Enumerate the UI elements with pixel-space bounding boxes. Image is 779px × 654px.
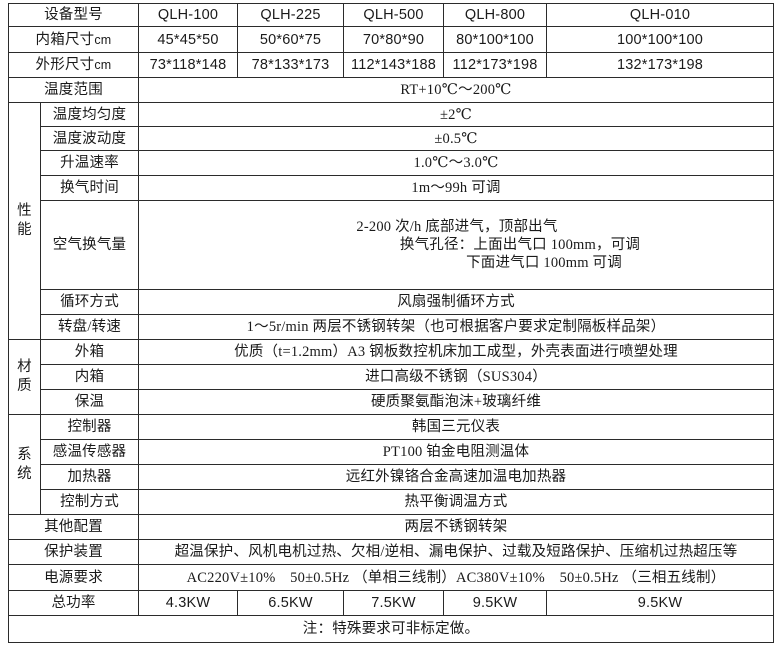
row-header-heater: 加热器 — [40, 464, 139, 491]
power-supply-value: AC220V±10% 50±0.5Hz （单相三线制）AC380V±10% 50… — [138, 564, 774, 592]
group-label-material-text: 材质 — [17, 359, 32, 395]
table-row-circulation: 循环方式 风扇强制循环方式 — [9, 289, 774, 316]
temp-range-value: RT+10℃～200℃ — [138, 77, 774, 104]
table-row-heater: 加热器 远红外镍铬合金高速加温电加热器 — [9, 464, 774, 491]
row-header-temp-range: 温度范围 — [8, 77, 139, 104]
table-row-model: 设备型号 QLH-100 QLH-225 QLH-500 QLH-800 QLH… — [8, 2, 774, 28]
row-header-turntable: 转盘/转速 — [40, 314, 139, 341]
outer-size-unit: cm — [94, 58, 112, 73]
table-row-protection: 保护装置 超温保护、风机电机过热、欠相/逆相、漏电保护、过载及短路保护、压缩机过… — [8, 539, 774, 566]
controller-value: 韩国三元仪表 — [138, 414, 774, 441]
group-label-system-text: 系统 — [17, 446, 32, 482]
row-header-outer-case: 外箱 — [40, 339, 139, 366]
table-row-air-exchange: 空气换气量 2-200 次/h 底部进气，顶部出气 换气孔径：上面出气口 100… — [9, 200, 774, 291]
inner-size-unit: cm — [94, 32, 112, 47]
row-header-model: 设备型号 — [8, 2, 139, 28]
table-row-other-config: 其他配置 两层不锈钢转架 — [8, 514, 774, 541]
circulation-value: 风扇强制循环方式 — [138, 289, 774, 316]
outer-case-value: 优质（t=1.2mm）A3 钢板数控机床加工成型，外壳表面进行喷塑处理 — [138, 339, 774, 366]
insulation-value: 硬质聚氨酯泡沫+玻璃纤维 — [138, 389, 774, 416]
turntable-value: 1～5r/min 两层不锈钢转架（也可根据客户要求定制隔板样品架） — [138, 314, 774, 341]
total-power-cell-1: 4.3KW — [138, 590, 238, 617]
outer-size-cell-5: 132*173*198 — [546, 52, 774, 79]
model-cell-5: QLH-010 — [546, 2, 774, 28]
temp-fluctuation-value: ±0.5℃ — [138, 126, 774, 152]
group-label-material: 材质 — [8, 339, 41, 416]
table-row-temp-range: 温度范围 RT+10℃～200℃ — [8, 77, 774, 104]
outer-size-cell-2: 78*133*173 — [237, 52, 344, 79]
group-label-system: 系统 — [8, 414, 41, 516]
table-row-power-supply: 电源要求 AC220V±10% 50±0.5Hz （单相三线制）AC380V±1… — [8, 564, 774, 592]
row-header-total-power: 总功率 — [8, 590, 139, 617]
row-header-circulation: 循环方式 — [40, 289, 139, 316]
inner-size-cell-1: 45*45*50 — [138, 26, 238, 54]
row-header-exchange-time: 换气时间 — [40, 175, 139, 202]
inner-case-value: 进口高级不锈钢（SUS304） — [138, 364, 774, 391]
row-header-air-exchange: 空气换气量 — [40, 200, 139, 291]
table-row-outer-size: 外形尺寸cm 73*118*148 78*133*173 112*143*188… — [8, 52, 774, 79]
group-label-performance-text: 性能 — [17, 203, 32, 239]
temp-uniformity-value: ±2℃ — [138, 102, 774, 128]
table-row-control-mode: 控制方式 热平衡调温方式 — [9, 489, 774, 516]
row-header-power-supply: 电源要求 — [8, 564, 139, 592]
row-header-controller: 控制器 — [40, 414, 139, 441]
table-row-note: 注：特殊要求可非标定做。 — [8, 615, 774, 644]
table-row-exchange-time: 换气时间 1m～99h 可调 — [9, 175, 774, 202]
total-power-cell-2: 6.5KW — [237, 590, 344, 617]
table-row-turntable: 转盘/转速 1～5r/min 两层不锈钢转架（也可根据客户要求定制隔板样品架） — [9, 314, 774, 341]
outer-size-cell-4: 112*173*198 — [443, 52, 547, 79]
table-row-heating-rate: 升温速率 1.0℃～3.0℃ — [9, 150, 774, 177]
inner-size-cell-3: 70*80*90 — [343, 26, 444, 54]
row-header-control-mode: 控制方式 — [40, 489, 139, 516]
exchange-time-value: 1m～99h 可调 — [138, 175, 774, 202]
table-row-temp-sensor: 感温传感器 PT100 铂金电阻测温体 — [9, 439, 774, 466]
total-power-cell-5: 9.5KW — [546, 590, 774, 617]
row-header-temp-fluctuation: 温度波动度 — [40, 126, 139, 152]
air-exchange-line-1: 2-200 次/h 底部进气，顶部出气 — [356, 218, 558, 235]
row-header-insulation: 保温 — [40, 389, 139, 416]
other-config-value: 两层不锈钢转架 — [138, 514, 774, 541]
row-header-temp-sensor: 感温传感器 — [40, 439, 139, 466]
table-row-inner-size: 内箱尺寸cm 45*45*50 50*60*75 70*80*90 80*100… — [8, 26, 774, 54]
protection-value: 超温保护、风机电机过热、欠相/逆相、漏电保护、过载及短路保护、压缩机过热超压等 — [138, 539, 774, 566]
model-cell-1: QLH-100 — [138, 2, 238, 28]
model-cell-4: QLH-800 — [443, 2, 547, 28]
table-row-insulation: 保温 硬质聚氨酯泡沫+玻璃纤维 — [9, 389, 774, 416]
inner-size-cell-4: 80*100*100 — [443, 26, 547, 54]
air-exchange-line-2: 换气孔径：上面出气口 100mm，可调 — [399, 237, 641, 254]
row-header-temp-uniformity: 温度均匀度 — [40, 102, 139, 128]
row-header-other-config: 其他配置 — [8, 514, 139, 541]
outer-size-cell-3: 112*143*188 — [343, 52, 444, 79]
table-row-total-power: 总功率 4.3KW 6.5KW 7.5KW 9.5KW 9.5KW — [8, 590, 774, 617]
row-header-heating-rate: 升温速率 — [40, 150, 139, 177]
heater-value: 远红外镍铬合金高速加温电加热器 — [138, 464, 774, 491]
inner-size-cell-2: 50*60*75 — [237, 26, 344, 54]
air-exchange-line-3: 下面进气口 100mm 可调 — [466, 255, 622, 272]
row-header-outer-size: 外形尺寸cm — [8, 52, 139, 79]
inner-size-cell-5: 100*100*100 — [546, 26, 774, 54]
inner-size-label: 内箱尺寸 — [35, 31, 95, 48]
total-power-cell-3: 7.5KW — [343, 590, 444, 617]
row-header-inner-size: 内箱尺寸cm — [8, 26, 139, 54]
air-exchange-value: 2-200 次/h 底部进气，顶部出气 换气孔径：上面出气口 100mm，可调 … — [138, 200, 774, 291]
outer-size-label: 外形尺寸 — [35, 57, 95, 74]
model-cell-2: QLH-225 — [237, 2, 344, 28]
equipment-specification-table: 设备型号 QLH-100 QLH-225 QLH-500 QLH-800 QLH… — [8, 2, 774, 644]
model-cell-3: QLH-500 — [343, 2, 444, 28]
table-row-controller: 系统 控制器 韩国三元仪表 — [8, 414, 774, 516]
table-row-inner-case: 内箱 进口高级不锈钢（SUS304） — [9, 364, 774, 391]
group-label-performance: 性能 — [8, 102, 41, 341]
table-row-outer-case: 材质 外箱 优质（t=1.2mm）A3 钢板数控机床加工成型，外壳表面进行喷塑处… — [8, 339, 774, 416]
heating-rate-value: 1.0℃～3.0℃ — [138, 150, 774, 177]
row-header-inner-case: 内箱 — [40, 364, 139, 391]
control-mode-value: 热平衡调温方式 — [138, 489, 774, 516]
table-row-temp-fluctuation: 温度波动度 ±0.5℃ — [9, 126, 774, 152]
row-header-protection: 保护装置 — [8, 539, 139, 566]
note-text: 注：特殊要求可非标定做。 — [8, 615, 774, 644]
outer-size-cell-1: 73*118*148 — [138, 52, 238, 79]
total-power-cell-4: 9.5KW — [443, 590, 547, 617]
table-row-temp-uniformity: 性能 温度均匀度 ±2℃ — [8, 102, 774, 341]
temp-sensor-value: PT100 铂金电阻测温体 — [138, 439, 774, 466]
